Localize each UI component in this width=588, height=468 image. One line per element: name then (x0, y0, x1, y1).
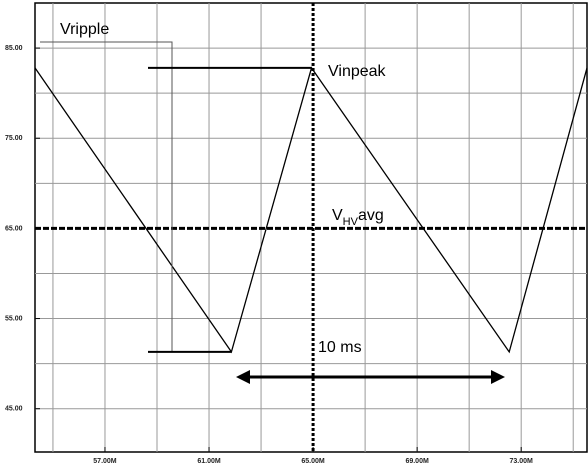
x-tick-label: 65.00M (301, 458, 325, 465)
x-tick-label: 61.00M (197, 458, 221, 465)
y-tick-label: 75.00 (5, 135, 23, 142)
y-tick-label: 85.00 (5, 45, 23, 52)
x-tick-label: 69.00M (405, 458, 429, 465)
avg-label: VHVavg (332, 207, 384, 228)
avg-rest: avg (358, 207, 384, 224)
y-tick-label: 65.00 (5, 225, 23, 232)
period-label: 10 ms (318, 339, 362, 356)
x-tick-label: 57.00M (93, 458, 117, 465)
period-arrow (236, 370, 505, 384)
y-tick-label: 45.00 (5, 406, 23, 413)
avg-v: V (332, 207, 343, 224)
peak-label: Vinpeak (328, 63, 387, 80)
arrow-head (236, 370, 250, 384)
x-tick-label: 73.00M (510, 458, 534, 465)
arrow-head (491, 370, 505, 384)
avg-sub: HV (343, 216, 359, 228)
ripple-label: Vripple (60, 21, 109, 38)
y-tick-label: 55.00 (5, 316, 23, 323)
